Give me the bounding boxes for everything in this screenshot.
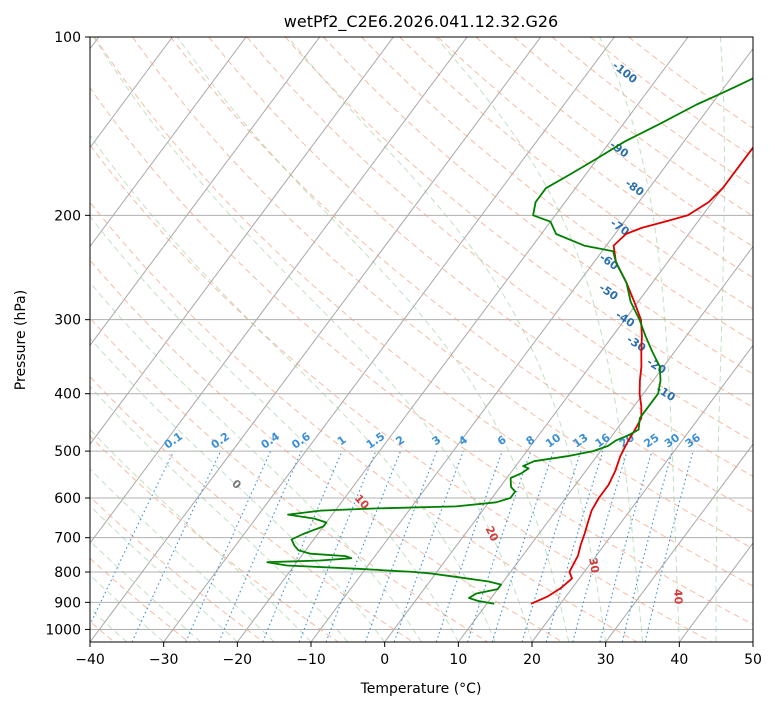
mixing-ratio-lines	[90, 450, 694, 642]
moist-adiabat-label: 40	[671, 589, 685, 605]
y-tick-label: 200	[54, 208, 81, 224]
x-tick-label: −10	[296, 652, 326, 668]
moist-adiabat	[90, 540, 201, 642]
chart-title: wetPf2_C2E6.2026.041.12.32.G26	[284, 12, 558, 32]
mixing-ratio-line	[435, 450, 503, 642]
isotherm	[531, 344, 753, 642]
mixing-ratio-line	[491, 450, 555, 642]
mixing-ratio-line	[325, 450, 402, 642]
x-tick-label: 30	[597, 652, 615, 668]
dry-adiabat	[170, 37, 753, 513]
y-tick-label: 100	[54, 30, 81, 46]
dry-adiabat	[90, 259, 563, 642]
y-tick-label: 1000	[45, 622, 81, 638]
isotherm	[236, 37, 689, 642]
isotherm	[90, 37, 394, 446]
mixing-ratio-line	[90, 450, 175, 627]
isotherm	[163, 37, 615, 642]
moist-adiabat	[90, 337, 386, 642]
skewed-isotherms	[90, 37, 753, 642]
isotherm	[90, 37, 542, 642]
dry-adiabat	[93, 37, 753, 587]
mixing-ratio-line	[131, 450, 222, 642]
mixing-ratio-line	[298, 450, 377, 642]
y-tick-label: 700	[54, 531, 81, 547]
dry-adiabat	[90, 557, 190, 642]
x-tick-label: 40	[670, 652, 688, 668]
dry-adiabat	[90, 201, 638, 642]
moist-adiabat	[90, 468, 275, 642]
dry-adiabat	[361, 37, 753, 342]
dry-adiabat	[399, 37, 753, 310]
isotherm	[90, 37, 173, 149]
dewpoint-profile-line	[266, 77, 753, 605]
mixing-ratio-line	[466, 450, 532, 642]
x-axis-label: Temperature (°C)	[360, 681, 482, 697]
x-tick-label: 20	[523, 652, 541, 668]
moist-adiabat	[176, 37, 570, 642]
y-tick-label: 900	[54, 595, 81, 611]
isotherm	[457, 245, 753, 642]
moist-adiabat	[93, 37, 533, 642]
moist-adiabat	[715, 37, 725, 642]
isotherm	[384, 146, 753, 642]
dry-adiabat	[90, 144, 712, 642]
moist-adiabat	[287, 37, 607, 642]
x-tick-label: 0	[380, 652, 389, 668]
moist-adiabat	[90, 505, 238, 642]
moist-adiabat	[90, 215, 459, 642]
x-tick-label: 10	[449, 652, 467, 668]
y-axis-ticks: 100 200 300 400 500 600 700 800 900 1000	[45, 30, 90, 638]
dry-adiabat	[90, 86, 753, 626]
moist-adiabat-label: 20	[483, 524, 501, 544]
moist-adiabat	[599, 37, 680, 642]
moist-adiabat	[90, 385, 349, 642]
x-tick-label: −40	[75, 652, 105, 668]
isotherm	[90, 37, 321, 347]
mixing-ratio-line	[572, 450, 628, 642]
y-tick-label: 300	[54, 313, 81, 329]
moist-adiabat-label: 30	[586, 557, 602, 575]
plot-area: -100-90-80-70-60-50-40-30-20-10010203040…	[90, 37, 753, 642]
isotherm	[90, 37, 468, 544]
moist-adiabat	[90, 428, 312, 642]
y-tick-label: 400	[54, 387, 81, 403]
x-tick-label: 50	[744, 652, 762, 668]
x-tick-label: −20	[223, 652, 253, 668]
moist-adiabat	[435, 37, 643, 642]
plot-frame	[89, 36, 754, 643]
moist-adiabat	[90, 574, 165, 642]
x-tick-label: −30	[149, 652, 179, 668]
temperature-profile-line	[530, 146, 753, 605]
isotherm	[605, 443, 753, 642]
dry-adiabat	[90, 495, 264, 642]
dry-adiabat	[90, 317, 488, 642]
x-axis-ticks: −40 −30 −20 −10 0 10 20 30 40 50	[75, 642, 762, 668]
profiles	[266, 77, 753, 605]
y-axis-label: Pressure (hPa)	[13, 290, 29, 390]
y-tick-label: 500	[54, 444, 81, 460]
moist-adiabat	[90, 281, 422, 642]
y-tick-label: 600	[54, 491, 81, 507]
y-tick-label: 800	[54, 565, 81, 581]
dry-adiabats	[90, 37, 753, 642]
mixing-ratio-line	[545, 450, 604, 642]
mixing-ratio-line	[521, 450, 582, 642]
isotherm	[90, 37, 247, 248]
dry-adiabat	[132, 37, 753, 550]
isotherm	[310, 47, 753, 642]
